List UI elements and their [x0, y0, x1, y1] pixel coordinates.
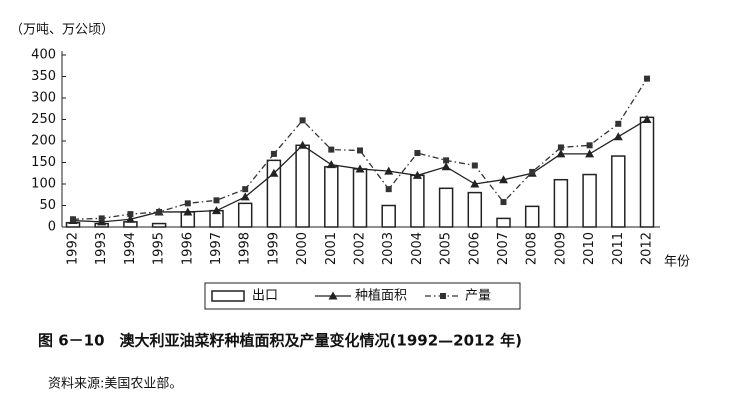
point-marker [642, 115, 652, 123]
point-marker [470, 179, 480, 188]
point-marker [98, 215, 105, 222]
legend-label: 种植面积 [355, 289, 407, 304]
point-marker [357, 147, 363, 154]
bar [410, 174, 425, 228]
bar [582, 173, 597, 228]
bar [151, 222, 167, 228]
point-marker [326, 160, 336, 169]
x-tick-label: 2011 [611, 232, 626, 265]
point-marker [471, 162, 478, 169]
point-marker [269, 168, 279, 177]
y-tick-label: 300 [31, 91, 56, 106]
point-marker [156, 208, 163, 215]
bar [266, 159, 282, 228]
point-marker [125, 214, 135, 223]
point-marker [613, 132, 623, 141]
series-line [72, 78, 648, 220]
x-tick-label: 2005 [439, 232, 454, 265]
point-marker [270, 150, 277, 157]
legend-marker [328, 291, 338, 300]
point-marker [585, 149, 595, 158]
x-tick-label: 1993 [94, 232, 109, 265]
x-tick-label: 2002 [353, 232, 368, 265]
bar [467, 191, 483, 228]
point-marker [299, 117, 306, 124]
point-marker [240, 192, 250, 201]
x-tick-label: 1992 [66, 232, 81, 265]
x-tick-label: 2012 [640, 232, 655, 265]
chart-title: 图 6－10 澳大利亚油菜籽种植面积及产量变化情况(1992—2012 年) [38, 332, 522, 350]
point-marker [556, 149, 566, 158]
bar [611, 155, 626, 228]
point-marker [586, 142, 593, 149]
point-marker [184, 200, 191, 207]
point-marker [328, 146, 335, 153]
point-marker [212, 206, 221, 215]
point-marker [414, 150, 421, 157]
x-tick-label: 2008 [525, 232, 540, 265]
bar [524, 205, 540, 228]
legend-swatch [211, 290, 245, 302]
point-marker [385, 186, 392, 193]
x-tick-label: 2000 [295, 232, 310, 265]
point-marker [298, 140, 308, 149]
x-tick-label: 2003 [381, 232, 396, 265]
bar [324, 166, 339, 228]
point-marker [499, 175, 508, 184]
bar [237, 202, 253, 228]
source-note: 资料来源:美国农业部。 [48, 377, 182, 392]
y-tick-label: 150 [31, 155, 56, 170]
x-tick-label: 1999 [266, 232, 281, 265]
x-tick-label: 2010 [582, 232, 597, 265]
y-tick-label: 250 [31, 112, 56, 127]
point-marker [443, 157, 450, 164]
bar [381, 204, 396, 228]
point-marker [615, 120, 622, 127]
y-tick-label: 50 [39, 198, 56, 213]
point-marker [384, 166, 394, 175]
point-marker [529, 168, 536, 175]
point-marker [355, 164, 365, 173]
y-tick-label: 100 [31, 177, 56, 192]
point-marker [557, 144, 564, 151]
x-tick-label: 2001 [324, 232, 339, 265]
legend-label: 出口 [252, 289, 278, 304]
bar [553, 178, 569, 228]
point-marker [127, 211, 134, 218]
y-tick-label: 200 [31, 134, 56, 149]
point-marker [412, 170, 422, 179]
legend-marker [440, 293, 446, 299]
point-marker [183, 207, 193, 216]
point-marker [70, 216, 76, 223]
x-tick-label: 1998 [238, 232, 253, 265]
x-tick-label: 2006 [467, 232, 482, 265]
y-tick-label: 400 [31, 48, 56, 63]
point-marker [242, 186, 249, 193]
y-axis-unit: （万吨、万公顷） [10, 23, 114, 38]
x-tick-label: 1997 [209, 232, 224, 265]
bar [438, 187, 454, 228]
x-tick-label: 2009 [553, 232, 568, 265]
legend-label: 产量 [465, 289, 491, 304]
x-tick-label: 2004 [410, 232, 425, 265]
y-tick-label: 350 [31, 69, 56, 84]
bar [496, 217, 511, 228]
bar [295, 144, 310, 228]
point-marker [441, 162, 451, 171]
bar [639, 116, 655, 228]
x-tick-label: 1996 [180, 232, 195, 265]
x-tick-label: 2007 [496, 232, 511, 265]
bar [352, 168, 368, 228]
x-tick-label: 1994 [123, 232, 138, 265]
point-marker [500, 199, 507, 206]
y-tick-label: 0 [48, 220, 56, 235]
point-marker [644, 75, 650, 82]
legend-box [204, 282, 521, 310]
x-axis-label: 年份 [664, 255, 690, 270]
point-marker [213, 197, 220, 204]
x-tick-label: 1995 [152, 232, 167, 265]
